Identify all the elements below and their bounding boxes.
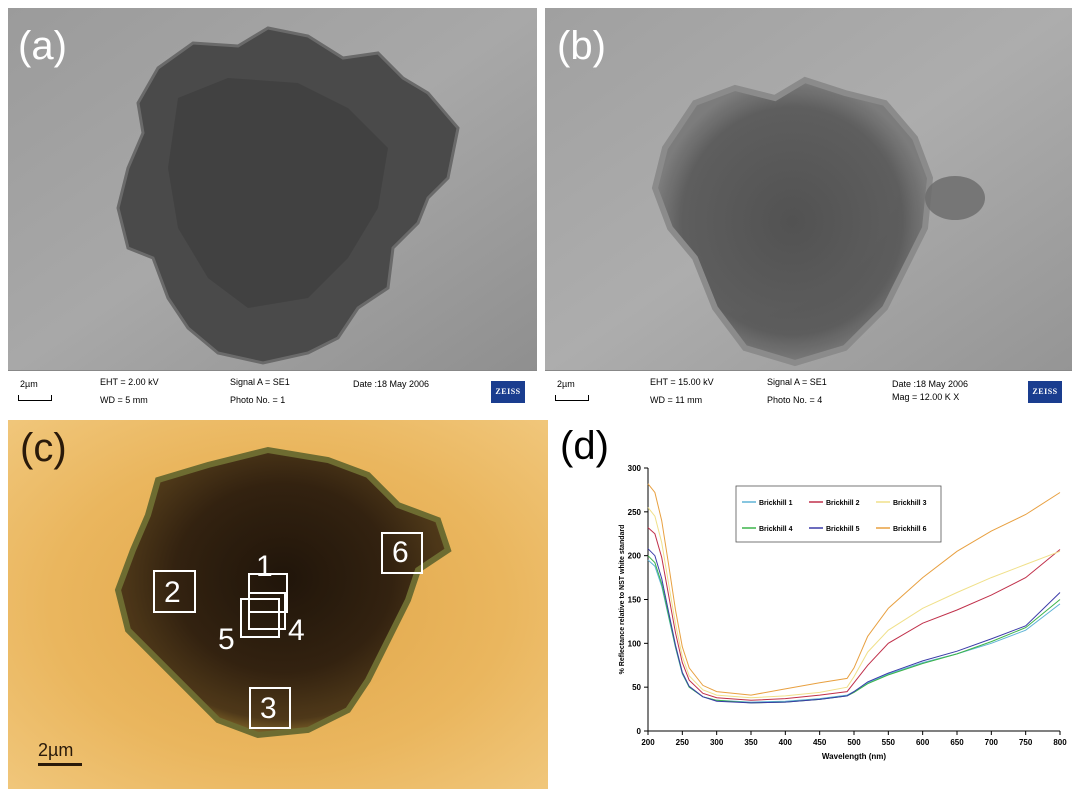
y-tick-label: 100	[628, 639, 642, 648]
region-label-1: 1	[256, 550, 273, 583]
series-line-1	[647, 559, 1061, 703]
eht-text-a: EHT = 2.00 kV	[100, 377, 159, 387]
scale-bar-label-a: 2µm	[20, 379, 38, 389]
scale-bar-b	[555, 395, 589, 401]
zeiss-logo-a: ZEISS	[491, 381, 525, 403]
series-line-6	[647, 483, 1061, 696]
sem-info-bar-b: 2µm EHT = 15.00 kV WD = 11 mm Signal A =…	[545, 370, 1072, 413]
sem-image-a	[8, 8, 537, 370]
region-box-2	[153, 570, 196, 613]
mag-text-b: Mag = 12.00 K X	[892, 392, 960, 402]
x-tick-label: 300	[710, 738, 724, 747]
region-box-5	[240, 598, 280, 638]
legend-label-1: Brickhill 1	[759, 500, 793, 507]
legend-label-5: Brickhill 5	[826, 526, 860, 533]
panel-label-c: (c)	[20, 426, 67, 470]
photo-text-a: Photo No. = 1	[230, 395, 286, 405]
legend-label-2: Brickhill 2	[826, 500, 860, 507]
signal-text-b: Signal A = SE1	[767, 377, 827, 387]
region-label-5: 5	[218, 623, 235, 656]
legend-box	[735, 485, 942, 543]
x-axis-title: Wavelength (nm)	[822, 752, 886, 761]
series-line-3	[647, 507, 1061, 699]
x-tick-label: 550	[882, 738, 896, 747]
legend-label-4: Brickhill 4	[759, 526, 793, 533]
region-label-3: 3	[260, 692, 277, 725]
x-tick-label: 650	[950, 738, 964, 747]
reflectance-chart: 0 50 100 150 200 250 300 200 250 300 350 400 450 500 5…	[619, 464, 1067, 761]
date-text-b: Date :18 May 2006	[892, 379, 969, 389]
y-tick-label: 200	[628, 552, 642, 561]
x-tick-label: 250	[676, 738, 690, 747]
x-tick-label: 700	[985, 738, 999, 747]
region-label-6: 6	[392, 536, 409, 569]
region-box-3	[249, 687, 291, 729]
legend-label-6: Brickhill 6	[893, 526, 927, 533]
sem-info-bar-a: 2µm EHT = 2.00 kV WD = 5 mm Signal A = S…	[8, 370, 537, 413]
signal-text-a: Signal A = SE1	[230, 377, 290, 387]
series-line-5	[647, 548, 1061, 704]
date-text-a: Date :18 May 2006	[353, 379, 430, 389]
x-tick-label: 500	[847, 738, 861, 747]
region-box-6	[381, 532, 423, 574]
x-tick-label: 450	[813, 738, 827, 747]
series-line-2	[647, 527, 1061, 701]
x-tick-label: 400	[779, 738, 793, 747]
x-tick-label: 750	[1019, 738, 1033, 747]
scale-bar-label-c: 2µm	[38, 740, 74, 760]
panel-label-d: (d)	[560, 424, 609, 468]
scale-bar-label-b: 2µm	[557, 379, 575, 389]
y-tick-label: 150	[628, 596, 642, 605]
panel-a: (a) 2µm EHT = 2.00 kV WD = 5 mm Signal A…	[8, 8, 537, 413]
scale-bar-c	[38, 763, 82, 766]
legend-label-3: Brickhill 3	[893, 500, 927, 507]
y-tick-label: 250	[628, 508, 642, 517]
region-box-4	[248, 592, 286, 630]
x-tick-label: 800	[1053, 738, 1067, 747]
photo-text-b: Photo No. = 4	[767, 395, 823, 405]
y-tick-label: 0	[637, 727, 642, 736]
panel-d: (d) 0 50 100 150 200 250 300 200 250 300 350 400 450…	[548, 420, 1072, 789]
y-tick-label: 50	[632, 683, 641, 692]
region-label-2: 2	[164, 576, 181, 609]
panel-label-b: (b)	[557, 24, 606, 68]
series-line-4	[647, 555, 1061, 704]
x-tick-label: 200	[641, 738, 655, 747]
x-tick-label: 350	[744, 738, 758, 747]
zeiss-logo-b: ZEISS	[1028, 381, 1062, 403]
wd-text-a: WD = 5 mm	[100, 395, 148, 405]
panel-label-a: (a)	[18, 24, 67, 68]
y-tick-label: 300	[628, 464, 642, 473]
eht-text-b: EHT = 15.00 kV	[650, 377, 714, 387]
y-axis-title: % Reflectance relative to NST white stan…	[619, 525, 626, 675]
sem-image-b	[545, 8, 1072, 370]
panel-b: (b) 2µm EHT = 15.00 kV WD = 11 mm Signal…	[545, 8, 1072, 413]
wd-text-b: WD = 11 mm	[650, 395, 703, 405]
panel-c: (c) 1 2 3 4 5 6 2µm	[8, 420, 548, 789]
scale-bar-a	[18, 395, 52, 401]
region-label-4: 4	[288, 614, 305, 647]
x-tick-label: 600	[916, 738, 930, 747]
